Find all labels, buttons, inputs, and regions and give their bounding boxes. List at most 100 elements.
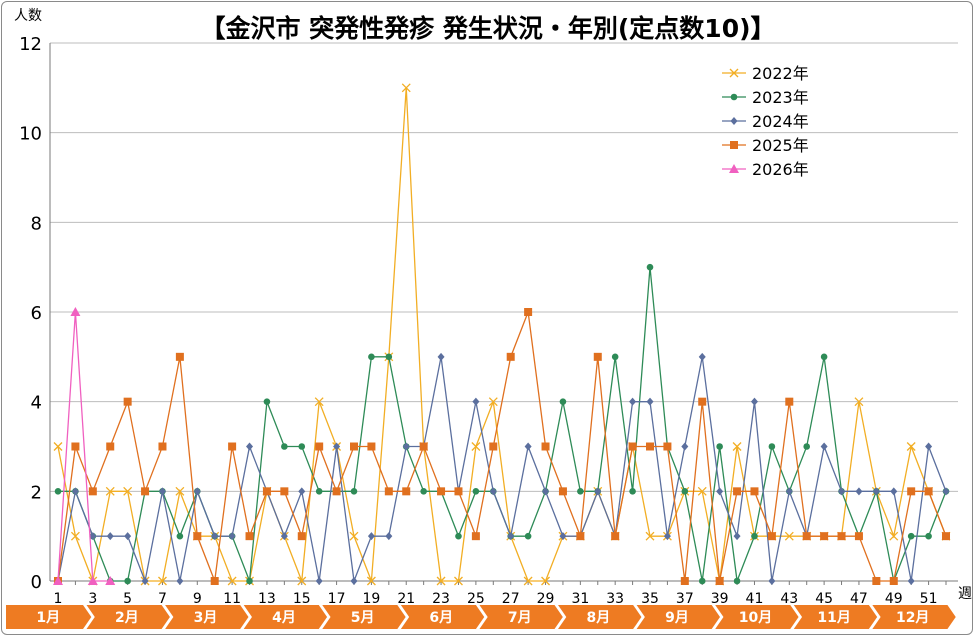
data-point [385, 353, 393, 361]
month-label: 12月 [896, 610, 929, 626]
data-point [716, 487, 724, 496]
legend-item: 2023年 [722, 88, 809, 107]
data-point [489, 442, 498, 451]
data-point [70, 307, 81, 316]
data-point [729, 68, 739, 78]
data-point [594, 487, 602, 496]
data-point [298, 487, 306, 496]
month-label: 3月 [194, 610, 218, 626]
data-point-stroke [523, 576, 533, 586]
data-point [729, 164, 739, 173]
data-point [332, 487, 341, 496]
data-point [71, 442, 80, 451]
series-layer [53, 83, 951, 586]
data-point [123, 486, 133, 496]
data-point [175, 352, 184, 361]
data-point [629, 397, 637, 406]
month-label: 7月 [508, 610, 532, 626]
data-point-stroke [488, 397, 498, 407]
data-point [942, 532, 950, 541]
month-band: 1月 2月 3月 4月 5月 6月 7月 8月 9月 10月 11月 12月 [4, 603, 959, 631]
data-point [820, 442, 828, 451]
data-point [768, 577, 776, 585]
data-point [680, 577, 689, 585]
data-point [141, 487, 150, 496]
data-point [925, 442, 933, 451]
data-point-stroke [854, 397, 864, 407]
data-point [698, 352, 706, 361]
data-point [211, 532, 219, 541]
data-point [246, 442, 254, 451]
data-point-stroke [53, 442, 63, 451]
data-point [646, 442, 654, 451]
data-point-stroke [732, 442, 742, 451]
data-point [924, 487, 933, 496]
data-point [698, 397, 707, 406]
data-point [803, 443, 811, 450]
data-point [716, 443, 723, 450]
data-point [297, 532, 306, 541]
data-point [281, 443, 288, 450]
data-point [802, 532, 811, 541]
data-point [907, 487, 916, 496]
y-tick-label: 12 [19, 34, 42, 55]
data-point [730, 141, 738, 149]
series-4 [53, 307, 116, 585]
data-point [385, 532, 393, 541]
data-point [629, 488, 636, 495]
data-point [367, 532, 375, 541]
data-point [541, 576, 550, 586]
data-point [106, 532, 114, 541]
data-point [227, 576, 237, 586]
legend-label: 2026年 [752, 160, 809, 179]
legend-item: 2026年 [722, 160, 809, 179]
axes [49, 43, 958, 585]
month-chevron [868, 603, 959, 631]
data-point [87, 576, 98, 585]
data-point-stroke [349, 531, 359, 541]
data-point [681, 442, 689, 451]
x-axis-label: 週 [958, 586, 972, 602]
data-point [419, 442, 428, 451]
month-label: 4月 [272, 610, 296, 626]
data-point [855, 487, 863, 496]
data-point [785, 487, 793, 496]
data-point [872, 577, 881, 585]
data-point [298, 443, 306, 450]
data-point [297, 576, 307, 586]
data-point [263, 398, 271, 405]
data-point [663, 532, 671, 541]
data-point [333, 442, 341, 451]
month-label: 11月 [817, 610, 850, 626]
month-label: 10月 [739, 610, 772, 626]
data-point [733, 577, 741, 585]
data-point [751, 532, 758, 540]
data-point [907, 532, 915, 540]
legend-label: 2025年 [752, 136, 809, 155]
data-point [906, 442, 916, 451]
data-point [402, 487, 411, 496]
data-point [785, 397, 794, 406]
data-point-stroke [314, 397, 324, 407]
data-point [611, 532, 620, 541]
data-point [350, 442, 358, 451]
data-point [646, 397, 654, 406]
data-point [367, 442, 376, 451]
data-point [315, 488, 323, 495]
data-point [732, 442, 742, 451]
data-point [158, 576, 167, 586]
data-point-stroke [906, 442, 916, 451]
data-point-stroke [105, 486, 115, 496]
data-point [402, 442, 410, 451]
data-point [730, 117, 738, 125]
legend-label: 2022年 [752, 64, 809, 83]
data-point [368, 353, 375, 361]
data-point [854, 532, 863, 541]
data-point [577, 488, 584, 495]
x-tick-label: 5 [123, 591, 132, 607]
data-point [750, 397, 758, 406]
data-point [70, 531, 80, 541]
month-label: 2月 [115, 610, 139, 626]
data-point [507, 532, 515, 541]
